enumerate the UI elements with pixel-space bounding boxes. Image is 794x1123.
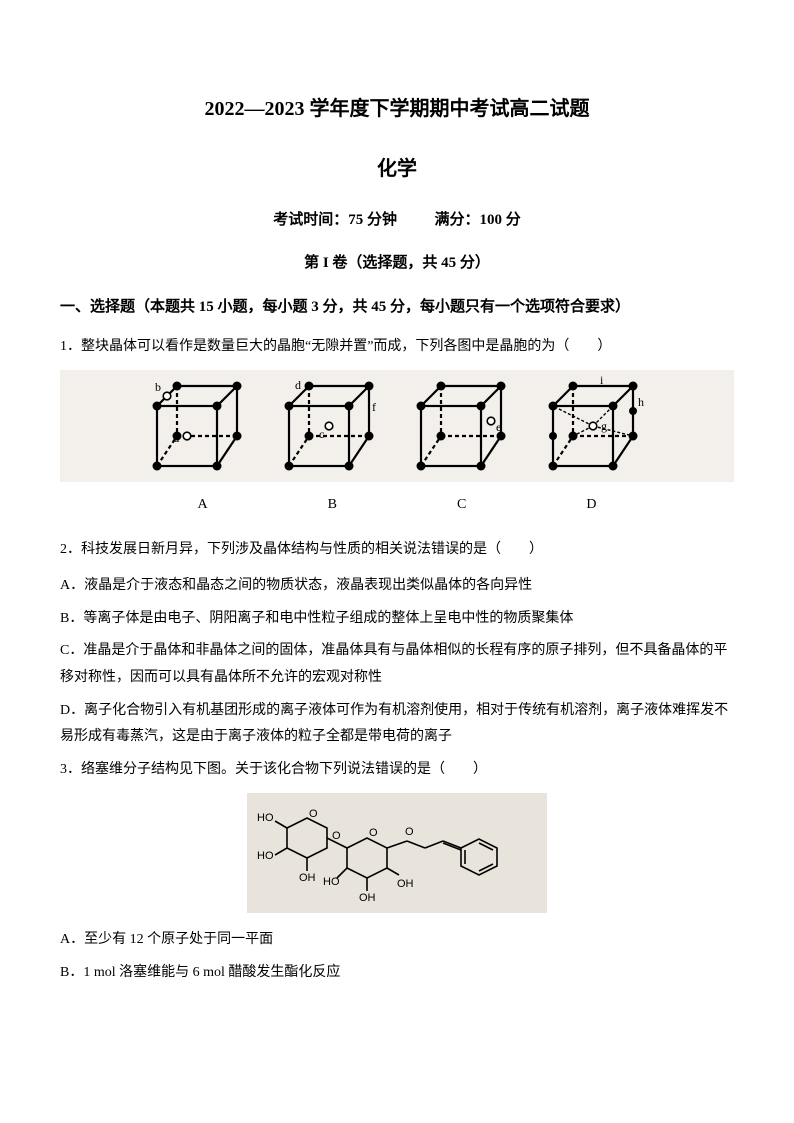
q1-label-g: g — [601, 419, 607, 433]
q2-stem: 2．科技发展日新月异，下列涉及晶体结构与性质的相关说法错误的是（ ） — [60, 537, 734, 564]
q1-cube-a: a b — [142, 376, 252, 476]
svg-text:HO: HO — [323, 876, 340, 888]
q1-option-row: A B C D — [60, 492, 734, 519]
q1-label-c: c — [319, 427, 324, 441]
q1-label-f: f — [372, 400, 376, 414]
q2-opt-b: B．等离子体是由电子、阴阳离子和电中性粒子组成的整体上呈电中性的物质聚集体 — [60, 606, 734, 633]
svg-text:O: O — [405, 826, 414, 838]
q1-label-b: b — [155, 380, 161, 394]
svg-text:O: O — [369, 827, 378, 839]
q3-molecule: HO HO OH O O HO OH OH O O — [60, 793, 734, 913]
q1-label-e: e — [496, 420, 501, 434]
svg-text:OH: OH — [359, 892, 376, 904]
q1-diagrams: a b — [60, 370, 734, 482]
exam-title-main: 2022—2023 学年度下学期期中考试高二试题 — [60, 90, 734, 128]
q1-opt-d: D — [586, 492, 596, 519]
svg-text:OH: OH — [397, 878, 414, 890]
q3-stem: 3．络塞维分子结构见下图。关于该化合物下列说法错误的是（ ） — [60, 757, 734, 784]
svg-text:OH: OH — [299, 872, 316, 884]
exam-info-line: 考试时间：75 分钟 满分：100 分 — [60, 206, 734, 235]
q1-opt-b: B — [328, 492, 337, 519]
svg-text:HO: HO — [257, 850, 274, 862]
q1-opt-c: C — [457, 492, 466, 519]
svg-text:O: O — [309, 808, 318, 820]
q1-stem: 1．整块晶体可以看作是数量巨大的晶胞“无隙并置”而成，下列各图中是晶胞的为（ ） — [60, 334, 734, 361]
q1-opt-a: A — [198, 492, 208, 519]
exam-time-label: 考试时间： — [273, 206, 348, 235]
q1-cube-b: c d f — [274, 376, 384, 476]
part1-title: 第 I 卷（选择题，共 45 分） — [60, 249, 734, 278]
q2-opt-a: A．液晶是介于液态和晶态之间的物质状态，液晶表现出类似晶体的各向异性 — [60, 573, 734, 600]
full-score-value: 100 分 — [480, 206, 521, 235]
q1-label-d: d — [295, 378, 301, 392]
q1-label-h: h — [638, 395, 644, 409]
q3-opt-a: A．至少有 12 个原子处于同一平面 — [60, 927, 734, 954]
svg-text:O: O — [332, 830, 341, 842]
section1-heading: 一、选择题（本题共 15 小题，每小题 3 分，共 45 分，每小题只有一个选项… — [60, 293, 734, 322]
svg-text:HO: HO — [257, 812, 274, 824]
exam-time-value: 75 分钟 — [348, 206, 397, 235]
full-score-label: 满分： — [435, 206, 480, 235]
q2-opt-d: D．离子化合物引入有机基团形成的离子液体可作为有机溶剂使用，相对于传统有机溶剂，… — [60, 698, 734, 751]
q3-opt-b: B．1 mol 洛塞维能与 6 mol 醋酸发生酯化反应 — [60, 960, 734, 987]
q2-opt-c: C．准晶是介于晶体和非晶体之间的固体，准晶体具有与晶体相似的长程有序的原子排列，… — [60, 638, 734, 691]
q1-cube-c: e — [406, 376, 516, 476]
exam-title-subject: 化学 — [60, 150, 734, 188]
q1-label-a: a — [174, 431, 180, 445]
q1-cube-d: g h i — [538, 376, 653, 476]
